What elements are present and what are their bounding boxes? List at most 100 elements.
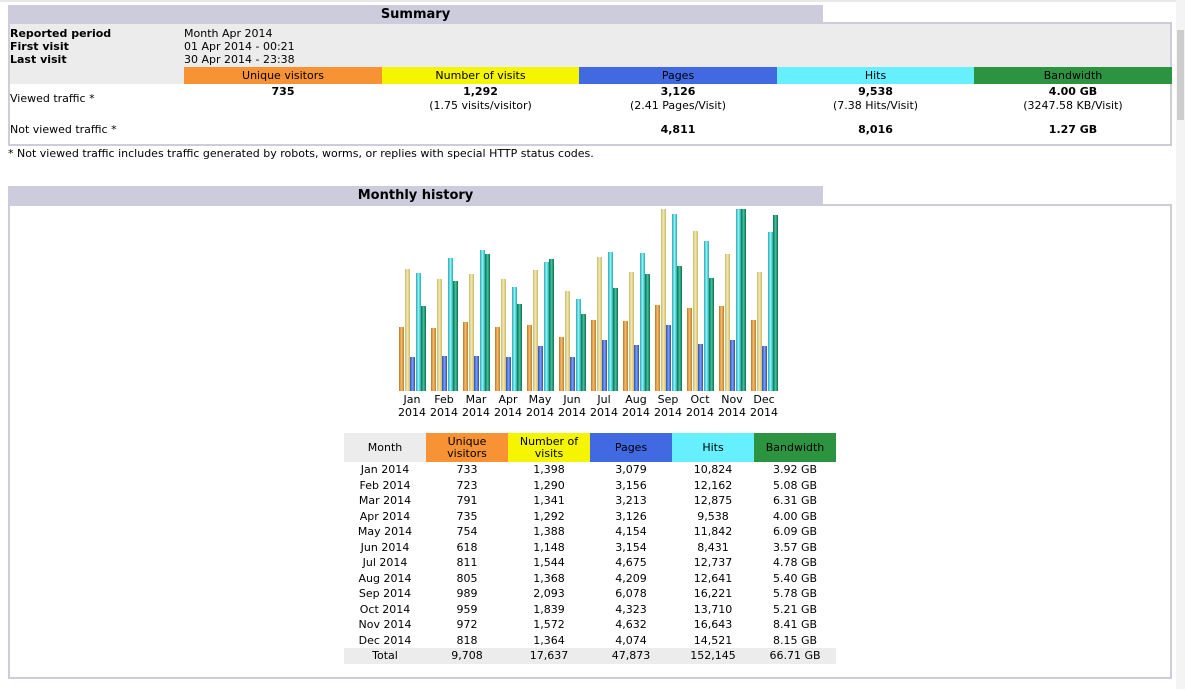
visitors-bar [495,327,500,391]
x-tick-month: Mar [465,393,487,406]
first-visit-label: First visit [10,40,69,53]
x-tick-label: Jul 2014 [588,393,620,419]
bandwidth-bar [581,314,586,391]
visits-bar [500,279,506,391]
table-row: May 2014 754 1,388 4,154 11,842 6.09 GB [344,524,836,540]
x-tick-year: 2014 [558,406,586,419]
visits-bar [404,269,410,391]
visits-bar [564,291,570,391]
cell-visits: 1,544 [533,556,565,570]
hits-bar [479,250,485,391]
x-tick-month: Sep [657,393,679,406]
cell-month: Jun 2014 [360,540,410,554]
cell-visits: 1,572 [533,618,565,632]
cell-bandwidth: 5.78 GB [772,587,818,601]
not-viewed-hits: 8,016 [858,123,893,136]
x-tick-label: Oct 2014 [684,393,716,419]
cell-month: Total [344,648,426,664]
top-border [0,0,1185,2]
cell-bandwidth: 6.09 GB [772,525,818,539]
x-tick-year: 2014 [590,406,618,419]
pages-bar [410,357,415,391]
table-row: Oct 2014 959 1,839 4,323 13,710 5.21 GB [344,602,836,618]
bandwidth-bar [613,288,618,391]
x-tick-label: Jun 2014 [556,393,588,419]
table-row: Jan 2014 733 1,398 3,079 10,824 3.92 GB [344,462,836,478]
col-number-of-visits: Number of visits [508,433,590,462]
x-tick-month: Feb [434,393,454,406]
x-tick-year: 2014 [398,406,426,419]
table-row: Mar 2014 791 1,341 3,213 12,875 6.31 GB [344,493,836,509]
bandwidth-bar [645,274,650,391]
header-number-of-visits: Number of visits [382,67,579,84]
cell-unique-visitors: 818 [456,633,478,647]
hits-bar [607,252,613,391]
bandwidth-bar [709,278,714,391]
vertical-scrollbar[interactable] [1176,0,1185,689]
viewed-pages: 3,126 [660,85,696,98]
cell-hits: 14,521 [693,633,733,647]
cell-month: Jul 2014 [362,556,408,570]
visits-bar [468,274,474,391]
visitors-bar [399,327,404,391]
cell-unique-visitors: 618 [456,540,478,554]
summary-period-band [10,24,1170,67]
cell-unique-visitors: 972 [456,618,478,632]
cell-hits: 10,824 [693,463,733,477]
pages-bar [602,340,607,391]
pages-bar [538,346,543,391]
cell-visits: 1,341 [533,494,565,508]
hits-bar [543,262,549,391]
x-tick-month: Oct [690,393,710,406]
visits-bar [532,270,538,391]
last-visit-label: Last visit [10,53,67,66]
cell-visits: 1,398 [533,463,565,477]
x-tick-month: Jun [563,393,581,406]
cell-pages: 6,078 [615,587,647,601]
bandwidth-bar [549,259,554,391]
cell-hits: 16,643 [693,618,733,632]
visitors-bar [687,308,692,391]
cell-bandwidth: 3.92 GB [772,463,818,477]
x-tick-year: 2014 [462,406,490,419]
cell-pages: 4,323 [615,602,647,616]
pages-bar [730,340,735,391]
x-tick-label: Aug 2014 [620,393,652,419]
x-tick-year: 2014 [750,406,778,419]
bandwidth-bar [421,306,426,391]
not-viewed-pages: 4,811 [660,123,696,136]
table-row: Aug 2014 805 1,368 4,209 12,641 5.40 GB [344,571,836,587]
x-tick-label: Jan 2014 [396,393,428,419]
header-pages: Pages [579,67,777,84]
x-tick-month: Aug [625,393,647,406]
x-tick-month: Dec [753,393,775,406]
pages-bar [442,356,447,391]
visitors-bar [463,322,468,391]
cell-unique-visitors: 754 [456,525,478,539]
hits-bar [703,241,709,391]
header-hits: Hits [777,67,974,84]
hits-bar [447,258,453,391]
cell-month: Aug 2014 [358,571,412,585]
cell-visits: 1,364 [533,633,565,647]
reported-period-value: Month Apr 2014 [184,27,273,40]
cell-pages: 4,074 [615,633,647,647]
header-unique-visitors: Unique visitors [184,67,382,84]
table-row: Feb 2014 723 1,290 3,156 12,162 5.08 GB [344,478,836,494]
table-total-row: Total 9,708 17,637 47,873 152,145 66.71 GB [344,648,836,664]
visitors-bar [719,306,724,391]
cell-bandwidth: 4.00 GB [772,509,818,523]
hits-bar [767,232,773,391]
pages-bar [634,345,639,391]
cell-month: Jan 2014 [360,463,410,477]
cell-visits: 17,637 [508,648,590,664]
cell-visits: 1,292 [533,509,565,523]
visits-bar [596,257,602,391]
summary-title: Summary [8,5,823,24]
cell-month: Dec 2014 [358,633,412,647]
col-unique-visitors: Unique visitors [426,433,508,462]
viewed-hits-per-visit: (7.38 Hits/Visit) [832,99,919,112]
cell-month: Mar 2014 [358,494,412,508]
scrollbar-thumb[interactable] [1177,30,1184,120]
cell-hits: 152,145 [672,648,754,664]
